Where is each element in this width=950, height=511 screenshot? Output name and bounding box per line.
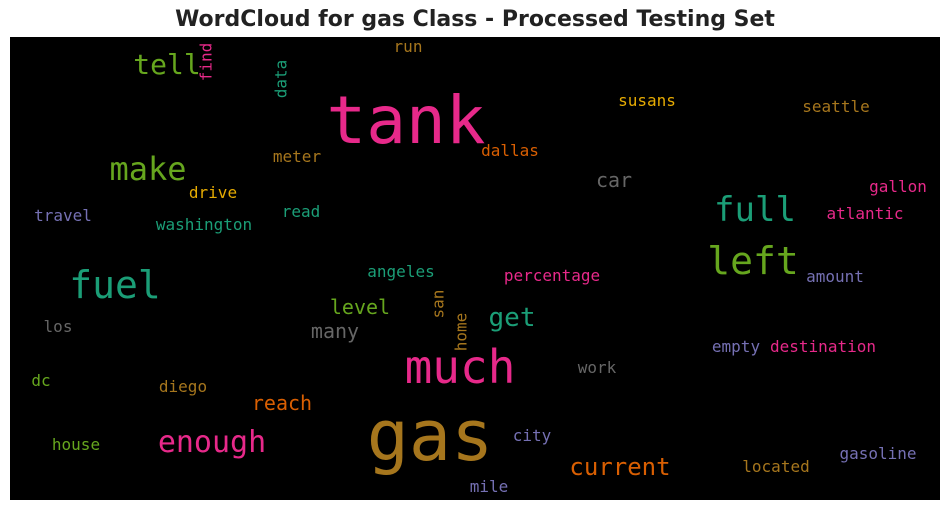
word-city: city [513, 426, 552, 445]
word-left: left [707, 239, 799, 283]
word-work: work [578, 358, 617, 377]
word-gasoline: gasoline [839, 444, 916, 463]
word-make: make [109, 150, 186, 188]
word-enough: enough [158, 425, 266, 460]
word-many: many [311, 319, 359, 343]
word-gallon: gallon [869, 177, 927, 196]
word-gas: gas [367, 395, 493, 477]
word-dallas: dallas [481, 141, 539, 160]
word-travel: travel [34, 206, 92, 225]
word-full: full [714, 190, 796, 230]
word-seattle: seattle [802, 97, 869, 116]
word-washington: washington [156, 215, 252, 234]
word-data: data [272, 60, 291, 99]
word-much: much [405, 340, 516, 394]
word-house: house [52, 435, 100, 454]
word-run: run [394, 37, 423, 56]
word-empty: empty [712, 337, 761, 356]
word-fuel: fuel [69, 263, 161, 307]
word-meter: meter [273, 147, 322, 166]
chart-title: WordCloud for gas Class - Processed Test… [175, 7, 775, 32]
word-tank: tank [327, 82, 486, 159]
word-amount: amount [806, 267, 864, 286]
word-current: current [569, 453, 670, 481]
word-find: find [197, 43, 216, 82]
word-tell: tell [133, 48, 200, 81]
word-san: san [429, 290, 448, 319]
word-diego: diego [159, 377, 207, 396]
word-atlantic: atlantic [826, 204, 903, 223]
wordcloud-canvas: tank gas much fuel left full make enough current… [10, 37, 940, 500]
word-los: los [44, 317, 73, 336]
word-percentage: percentage [504, 266, 600, 285]
word-read: read [282, 202, 321, 221]
word-angeles: angeles [367, 262, 434, 281]
word-susans: susans [618, 91, 676, 110]
word-located: located [742, 457, 809, 476]
word-home: home [452, 313, 471, 352]
word-dc: dc [31, 371, 50, 390]
word-reach: reach [252, 391, 312, 415]
word-mile: mile [470, 477, 509, 496]
word-get: get [489, 303, 536, 333]
word-car: car [596, 168, 632, 192]
word-destination: destination [770, 337, 876, 356]
word-drive: drive [189, 183, 237, 202]
word-level: level [330, 295, 390, 319]
